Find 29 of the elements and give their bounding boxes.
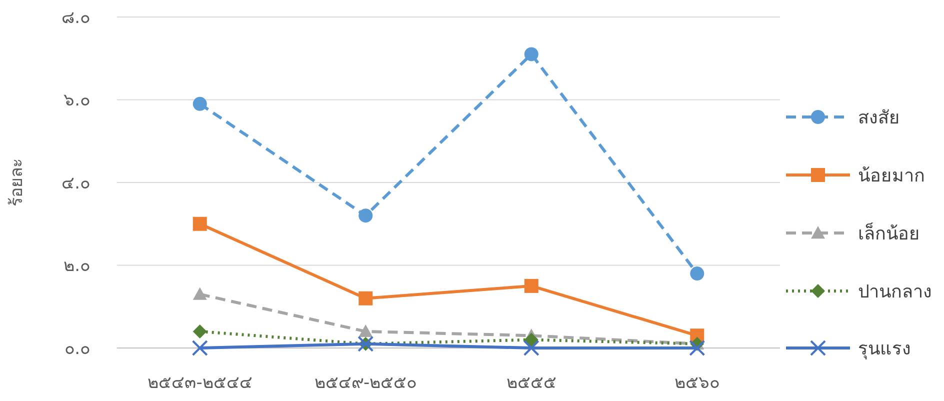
legend-label: สงสัย: [858, 107, 900, 128]
x-tick-label: ๒๕๔๓-๒๕๔๔: [147, 373, 252, 393]
y-axis-title: ร้อยละ: [7, 158, 27, 206]
y-tick-label: ๖.๐: [64, 90, 90, 111]
legend-label: ปานกลาง: [858, 281, 932, 302]
x-tick-label: ๒๕๔๙-๒๕๕๐: [314, 373, 417, 393]
y-tick-label: ๒.๐: [64, 256, 90, 276]
point: [192, 324, 207, 338]
x-tick-label: ๒๕๖๐: [674, 373, 720, 393]
point: [524, 47, 538, 62]
point: [192, 96, 207, 111]
point: [358, 291, 373, 306]
legend-label: รุนแรง: [858, 338, 911, 360]
point: [524, 332, 538, 347]
y-tick-label: ๘.๐: [62, 8, 90, 28]
legend-label: เล็กน้อย: [858, 221, 920, 244]
y-tick-label: ๔.๐: [62, 173, 90, 194]
point: [358, 208, 373, 223]
point: [523, 340, 540, 356]
point: [192, 340, 208, 356]
point: [689, 340, 706, 356]
legend-label: น้อยมาก: [858, 165, 925, 186]
x-tick-label: ๒๕๕๕: [506, 373, 556, 393]
point: [192, 287, 207, 300]
y-tick-label: ๐.๐: [64, 338, 90, 359]
point: [358, 324, 373, 338]
point: [192, 216, 207, 231]
point: [524, 278, 538, 293]
point: [690, 266, 704, 281]
